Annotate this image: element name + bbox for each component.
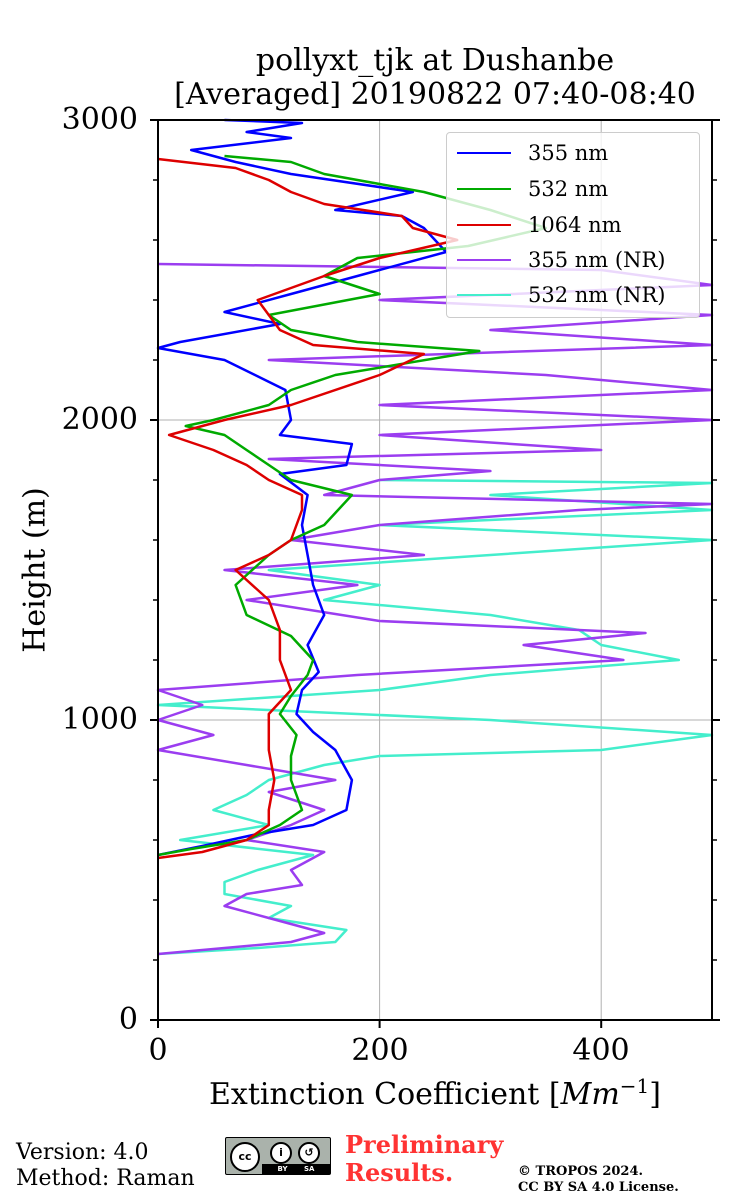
series-line-532-nm — [157, 154, 548, 857]
share-alike-icon: ↺ — [298, 1142, 320, 1164]
legend-swatch — [457, 152, 511, 154]
legend-label: 532 nm (NR) — [528, 283, 666, 307]
legend-item: 355 nm (NR) — [457, 245, 665, 275]
series-line-355-nm — [156, 118, 448, 857]
legend-label: 355 nm — [528, 141, 609, 165]
x-tick-label: 0 — [148, 1033, 168, 1068]
license-text: CC BY SA 4.0 License. — [518, 1180, 679, 1195]
y-axis-label: Height (m) — [17, 487, 53, 653]
cc-badge-strip: BY SA — [262, 1164, 330, 1174]
chart-legend: 355 nm 532 nm 1064 nm 355 nm (NR) 532 nm… — [446, 132, 700, 318]
chart-title-line-2: [Averaged] 20190822 07:40-08:40 — [174, 77, 696, 112]
version-text: Version: 4.0 — [16, 1140, 149, 1165]
legend-item: 532 nm — [457, 174, 608, 204]
legend-swatch — [457, 259, 511, 261]
preliminary-notice: Results. — [345, 1158, 454, 1187]
legend-swatch — [457, 188, 511, 190]
legend-swatch — [457, 224, 511, 226]
legend-label: 355 nm (NR) — [528, 248, 666, 272]
y-tick-label: 2000 — [61, 402, 138, 437]
x-tick-label: 400 — [572, 1033, 630, 1068]
method-text: Method: Raman — [16, 1166, 195, 1191]
series-line-532-nm-nr- — [156, 478, 714, 956]
series-line-1064-nm — [157, 157, 459, 860]
cc-icon: cc — [230, 1142, 260, 1172]
series-line-355-nm-nr- — [156, 262, 714, 956]
y-tick-label: 1000 — [61, 702, 138, 737]
y-tick-label: 3000 — [61, 102, 138, 137]
legend-item: 532 nm (NR) — [457, 280, 665, 310]
x-axis-label: Extinction Coefficient [Mm−1] — [209, 1074, 661, 1112]
legend-item: 1064 nm — [457, 210, 622, 240]
plot-area-frame — [157, 119, 713, 1021]
legend-label: 1064 nm — [528, 213, 622, 237]
legend-swatch — [457, 294, 511, 296]
by-person-icon: i — [270, 1142, 292, 1164]
legend-label: 532 nm — [528, 177, 609, 201]
copyright-text: © TROPOS 2024. — [518, 1164, 644, 1179]
cc-license-badge: cc i ↺ BY SA — [225, 1137, 331, 1175]
y-tick-label: 0 — [118, 1002, 138, 1037]
chart-title-line-1: pollyxt_tjk at Dushanbe — [255, 43, 615, 78]
x-tick-label: 200 — [351, 1033, 409, 1068]
preliminary-notice: Preliminary — [345, 1130, 504, 1159]
legend-item: 355 nm — [457, 138, 608, 168]
